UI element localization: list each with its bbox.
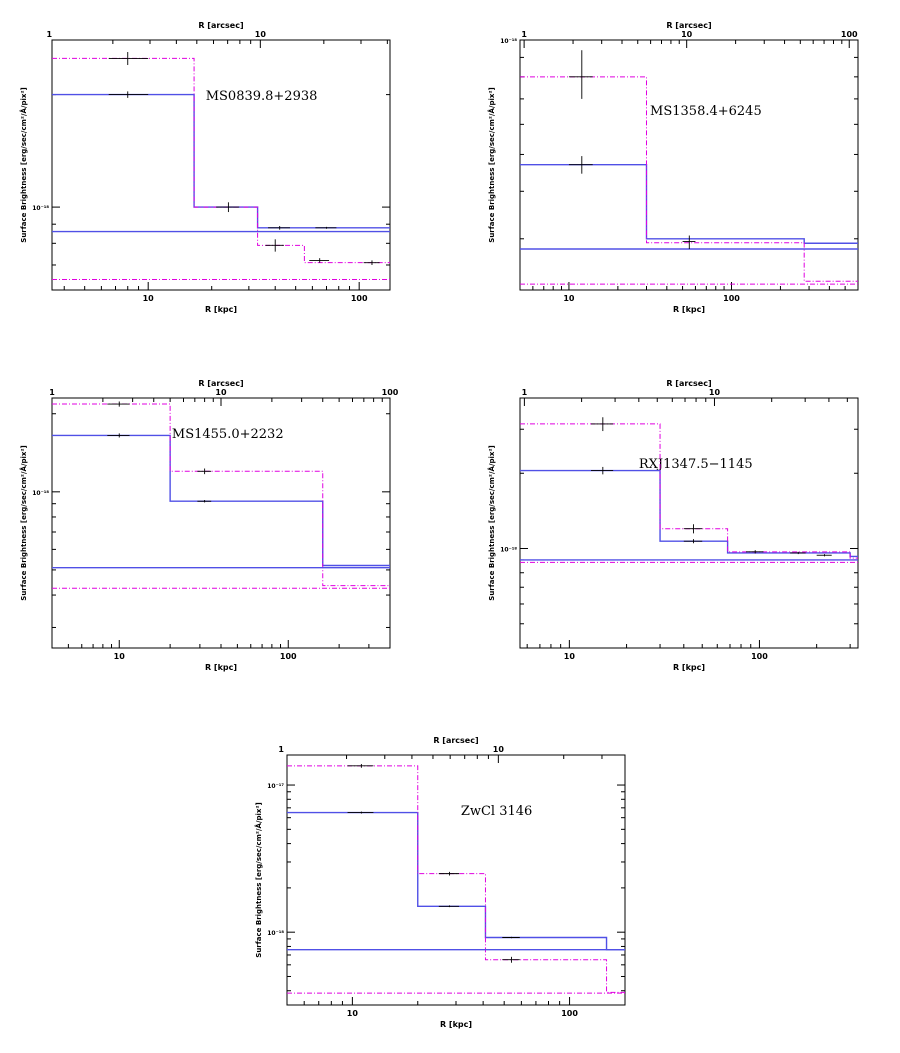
panel-4: 10 100 1 10 10⁻¹⁸ R [kpc] R [arcsec] Surface Br… <box>487 379 859 672</box>
x-tick-label: 100 <box>351 294 368 303</box>
cluster-name-label: RXJ1347.5−1145 <box>639 457 753 472</box>
top-tick-label: 10 <box>681 30 693 39</box>
x-axis-label: R [kpc] <box>673 663 705 672</box>
plot-frame <box>519 397 859 649</box>
cluster-name-label: ZwCl 3146 <box>461 804 532 819</box>
panel-3: 10 100 1 10 100 10⁻¹⁸ R [kpc] R [arcsec] Surface… <box>19 379 399 672</box>
panel-1: 10 100 1 10 10⁻¹⁸ R [kpc] R [arcsec] Surface Br… <box>19 21 391 314</box>
x-axis-label: R [kpc] <box>205 305 237 314</box>
top-tick-label: 1 <box>522 388 528 397</box>
top-tick-label: 1 <box>49 388 55 397</box>
top-tick-label: 10 <box>709 388 721 397</box>
x-tick-label: 10 <box>563 294 575 303</box>
y-axis-label: Surface Brightness [erg/sec/cm²/Å/pix²] <box>19 445 28 600</box>
top-axis-label: R [arcsec] <box>198 21 243 30</box>
y-axis-label: Surface Brightness [erg/sec/cm²/Å/pix²] <box>487 445 496 600</box>
model-series-model <box>520 469 858 558</box>
top-tick-label: 100 <box>382 388 399 397</box>
top-tick-label: 100 <box>841 30 858 39</box>
x-tick-label: 10 <box>114 652 126 661</box>
y-axis-label: Surface Brightness [erg/sec/cm²/Å/pix²] <box>487 87 496 242</box>
x-tick-label: 10 <box>143 294 155 303</box>
y-axis-label: Surface Brightness [erg/sec/cm²/Å/pix²] <box>254 802 263 957</box>
top-axis-label: R [arcsec] <box>666 21 711 30</box>
model-series-model <box>52 434 390 567</box>
x-tick-label: 10 <box>347 1009 359 1018</box>
plot-frame <box>286 754 626 1006</box>
top-tick-label: 1 <box>521 30 527 39</box>
y-tick-label: 10⁻¹⁸ <box>32 205 49 212</box>
top-tick-label: 1 <box>47 30 53 39</box>
y-axis-label: Surface Brightness [erg/sec/cm²/Å/pix²] <box>19 87 28 242</box>
y-tick-label: 10⁻¹⁷ <box>267 783 284 790</box>
x-tick-label: 100 <box>751 652 768 661</box>
panel-2: 10 100 1 10 100 10⁻¹⁸ R [kpc] R [arcsec] Surface… <box>487 21 859 314</box>
top-tick-label: 10 <box>255 30 267 39</box>
top-axis-label: R [arcsec] <box>198 379 243 388</box>
top-tick-label: 10 <box>493 745 505 754</box>
model-series-model <box>520 163 858 244</box>
y-tick-label: 10⁻¹⁸ <box>500 38 517 45</box>
x-tick-label: 100 <box>561 1009 578 1018</box>
data-series-data <box>52 403 390 587</box>
top-tick-label: 1 <box>278 745 284 754</box>
model-series-model <box>287 811 625 951</box>
data-series-data <box>520 423 858 559</box>
top-tick-label: 10 <box>215 388 227 397</box>
cluster-name-label: MS0839.8+2938 <box>206 89 318 104</box>
x-tick-label: 10 <box>564 652 576 661</box>
x-axis-label: R [kpc] <box>440 1020 472 1029</box>
plot-frame <box>51 39 391 291</box>
panel-5: 10 100 1 10 10⁻¹⁷ 10⁻¹⁸ R [kpc] R [arcsec] Surfa… <box>254 736 626 1029</box>
x-axis-label: R [kpc] <box>205 663 237 672</box>
x-axis-label: R [kpc] <box>673 305 705 314</box>
top-axis-label: R [arcsec] <box>666 379 711 388</box>
data-series-data <box>287 765 625 993</box>
top-axis-label: R [arcsec] <box>433 736 478 745</box>
data-series-data <box>52 57 390 264</box>
cluster-name-label: MS1455.0+2232 <box>172 427 284 442</box>
y-tick-label: 10⁻¹⁸ <box>32 490 49 497</box>
data-series-data <box>520 76 858 282</box>
x-tick-label: 100 <box>280 652 297 661</box>
y-tick-label: 10⁻¹⁸ <box>267 930 284 937</box>
cluster-name-label: MS1358.4+6245 <box>650 104 762 119</box>
x-tick-label: 100 <box>723 294 740 303</box>
model-series-model <box>52 93 390 229</box>
y-tick-label: 10⁻¹⁸ <box>500 547 517 554</box>
